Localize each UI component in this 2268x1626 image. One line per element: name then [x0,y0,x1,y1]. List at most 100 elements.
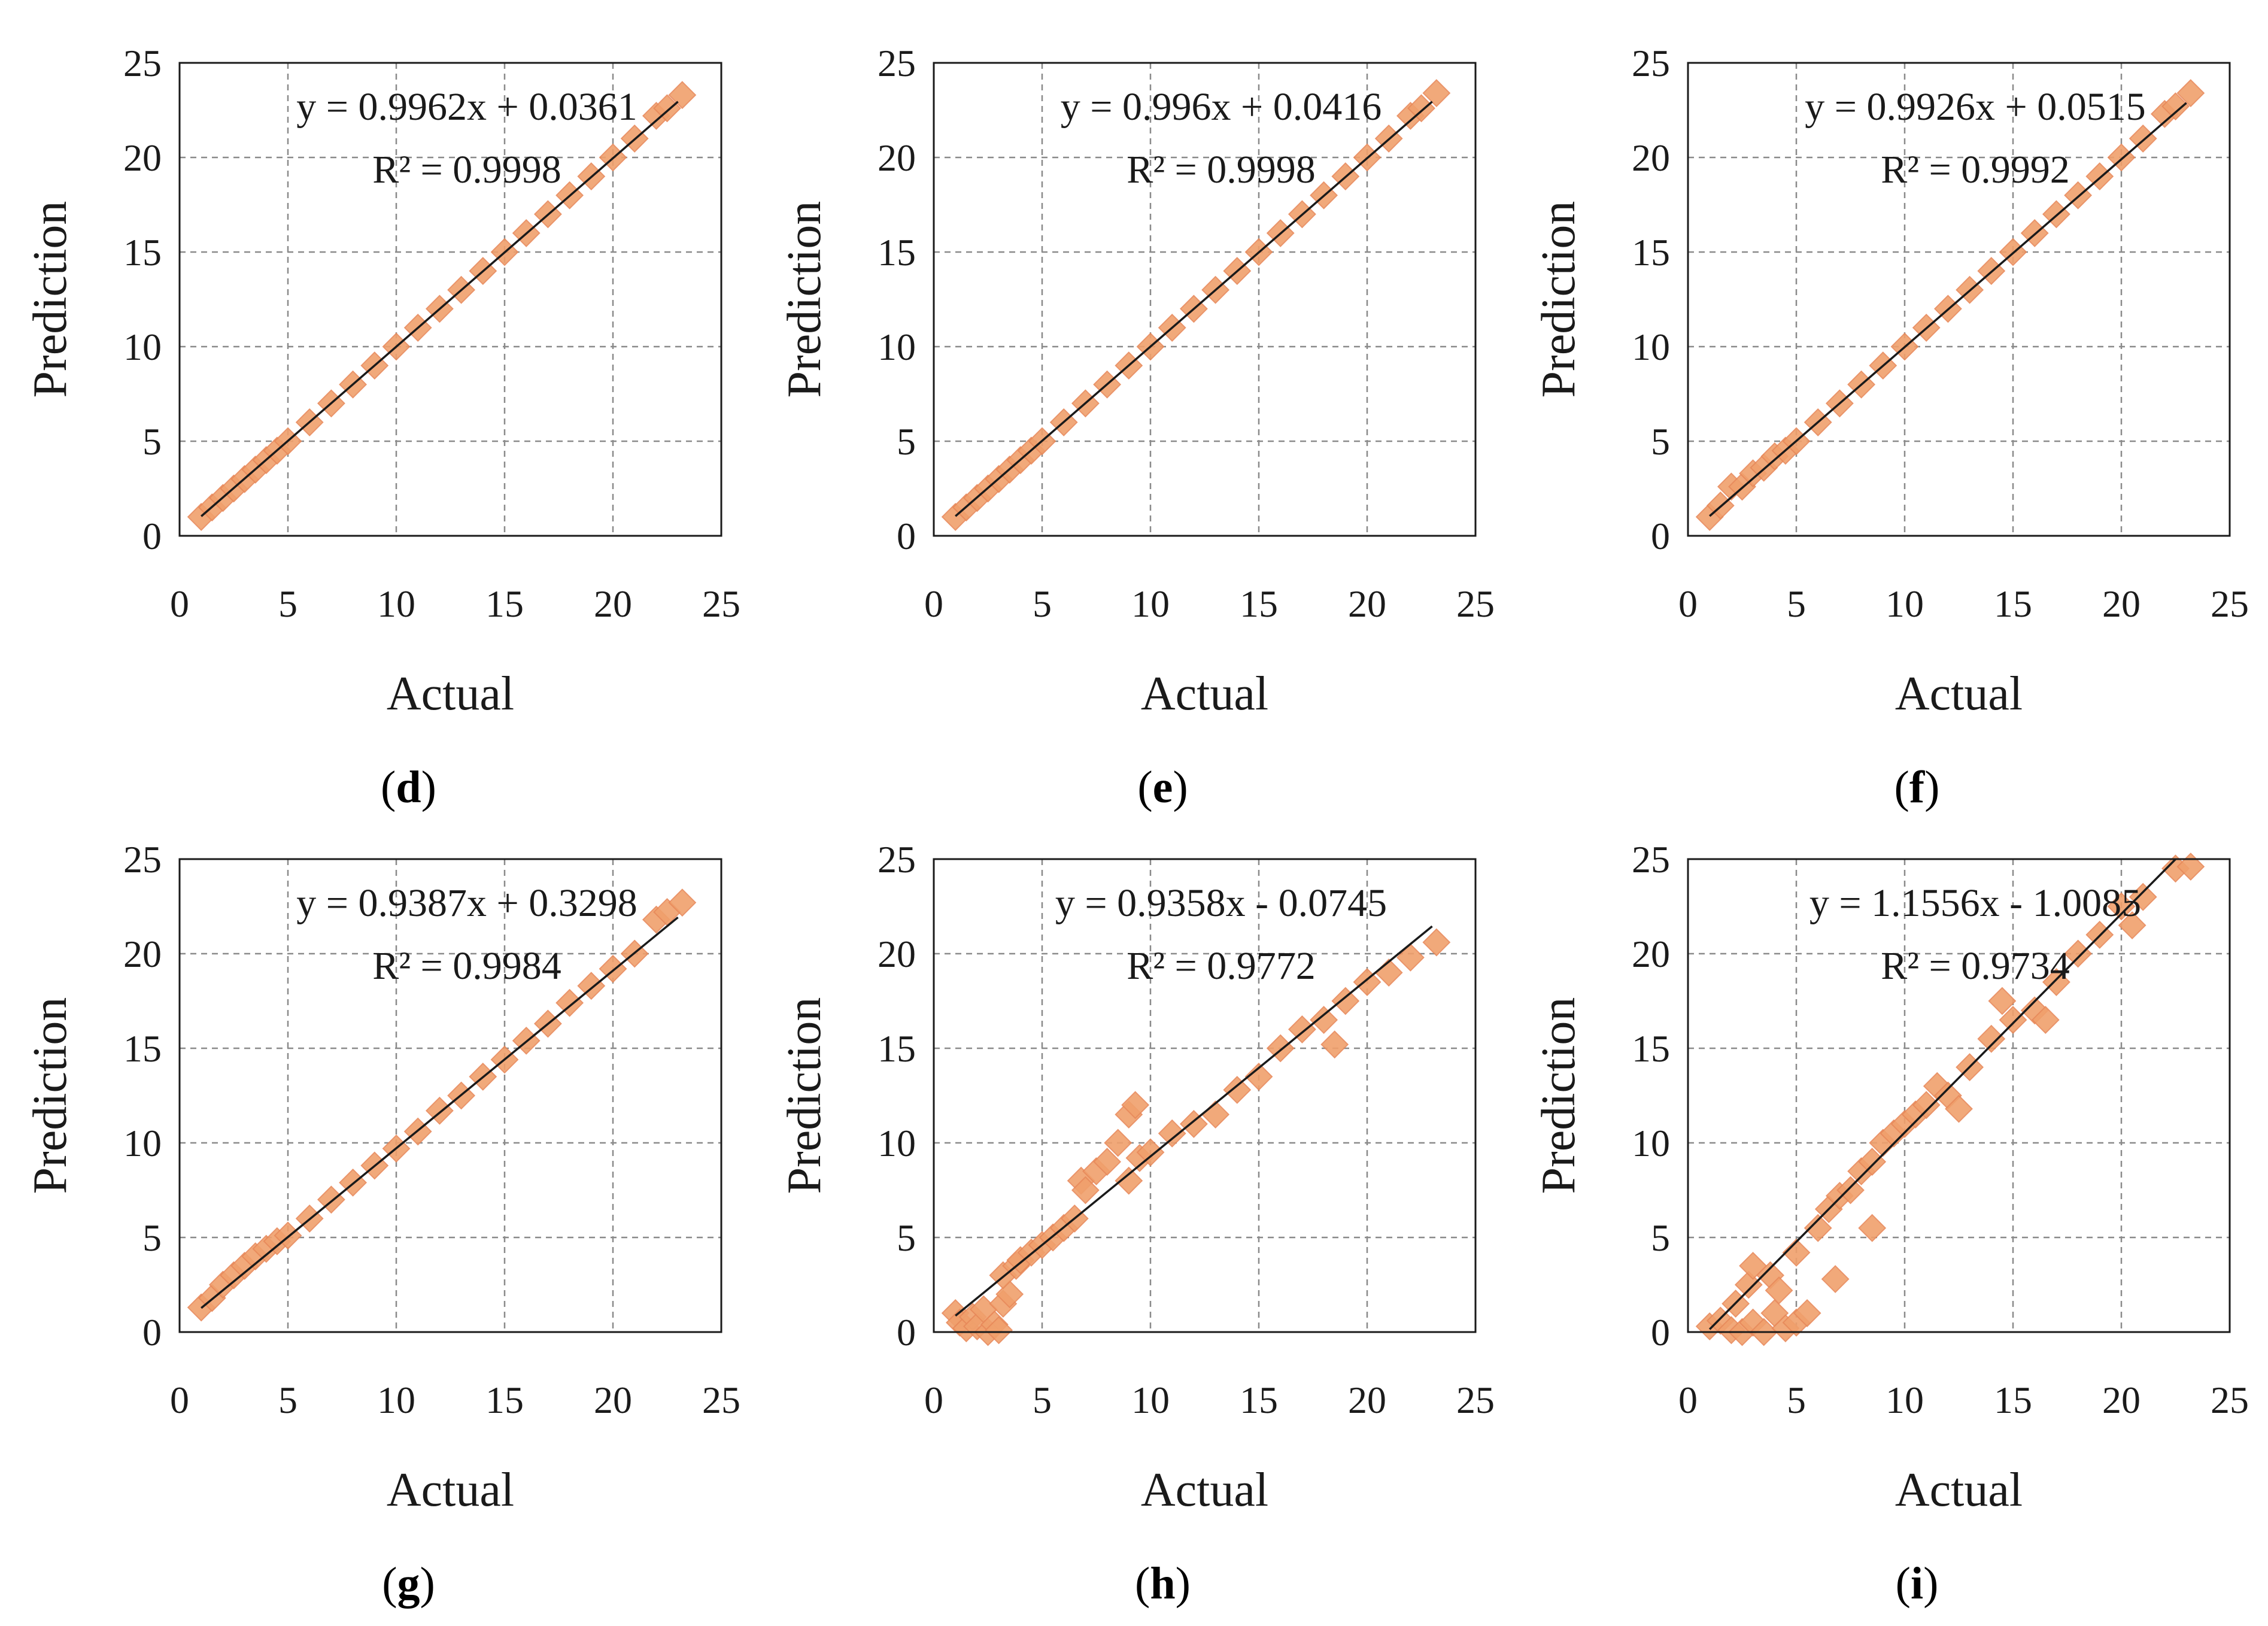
x-tick-label: 15 [1994,583,2032,625]
data-point [1310,1006,1338,1035]
y-tick-label: 0 [142,515,162,557]
y-tick-label: 0 [897,515,916,557]
x-tick-label: 5 [1787,583,1806,625]
y-tick-label: 15 [1632,231,1670,274]
data-point [1320,1030,1349,1059]
x-tick-label: 20 [2102,583,2141,625]
y-tick-label: 10 [878,1122,916,1164]
panel-h: 0 5 10 15 20 25 0 5 10 15 20 25 Actual Prediction y = … [778,838,1495,1609]
y-tick-label: 20 [878,136,916,179]
y-tick-label: 25 [878,42,916,84]
panel-label: (d) [381,762,436,812]
x-tick-label: 0 [1678,583,1698,625]
data-point [1804,1214,1832,1242]
data-point [1422,79,1451,107]
data-point [1396,943,1425,972]
x-tick-label: 5 [278,1379,297,1421]
data-point [1793,1299,1821,1327]
y-tick-label: 25 [123,838,162,881]
y-tick-label: 15 [1632,1027,1670,1070]
r-squared-label: R² = 0.9734 [1881,944,2070,988]
y-tick-label: 5 [897,1217,916,1259]
panel-label: (e) [1137,762,1188,812]
x-tick-label: 20 [594,583,632,625]
y-tick-label: 5 [897,420,916,463]
data-point [1115,1166,1143,1195]
x-tick-label: 25 [702,583,740,625]
y-axis-title: Prediction [24,997,77,1194]
y-axis-title: Prediction [1532,201,1585,398]
x-tick-label: 5 [1033,583,1052,625]
y-tick-label: 5 [1651,1217,1670,1259]
y-tick-label: 10 [123,326,162,368]
data-point [1945,1094,1973,1123]
data-point [1977,1024,2006,1053]
data-point [2107,892,2136,921]
y-tick-label: 20 [123,933,162,975]
panel-e: 0 5 10 15 20 25 0 5 10 15 20 25 Actual Prediction y = … [778,42,1495,812]
y-tick-label: 10 [1632,1122,1670,1164]
y-tick-label: 0 [897,1311,916,1354]
y-tick-label: 20 [878,933,916,975]
panel-d: 0 5 10 15 20 25 0 5 10 15 20 25 Actual Prediction y = … [24,42,740,812]
x-tick-label: 25 [2211,1379,2249,1421]
x-tick-label: 0 [1678,1379,1698,1421]
x-tick-label: 10 [377,1379,415,1421]
equation-label: y = 0.9926x + 0.0515 [1805,85,2145,129]
x-tick-label: 10 [1886,1379,1924,1421]
data-point [2176,79,2205,107]
x-tick-label: 25 [1456,583,1495,625]
trendline [201,101,679,517]
x-tick-label: 10 [1131,1379,1170,1421]
data-point [985,1316,1013,1345]
data-point [1179,1109,1208,1138]
y-tick-label: 5 [142,420,162,463]
data-point [1836,1176,1865,1205]
y-tick-label: 25 [1632,838,1670,881]
equation-label: y = 1.1556x - 1.0085 [1809,881,2141,925]
y-tick-label: 25 [1632,42,1670,84]
y-axis-title: Prediction [778,201,831,398]
x-axis-title: Actual [387,668,514,720]
y-tick-label: 20 [1632,136,1670,179]
y-tick-label: 10 [123,1122,162,1164]
r-squared-label: R² = 0.9772 [1127,944,1316,988]
x-tick-label: 10 [377,583,415,625]
x-tick-label: 20 [1348,1379,1386,1421]
x-tick-label: 10 [1131,583,1170,625]
data-point [2042,967,2070,996]
data-point [2118,911,2146,940]
plot-frame [1687,62,2231,537]
r-squared-label: R² = 0.9984 [372,944,561,988]
data-point [1071,1176,1100,1205]
data-point [1858,1214,1887,1242]
y-tick-label: 25 [123,42,162,84]
y-tick-label: 0 [1651,1311,1670,1354]
x-tick-label: 20 [594,1379,632,1421]
r-squared-label: R² = 0.9992 [1881,148,2070,192]
data-point [1353,967,1382,996]
panel-f: 0 5 10 15 20 25 0 5 10 15 20 25 Actual Prediction y = … [1532,42,2249,812]
data-point [1782,1238,1811,1267]
x-axis-title: Actual [1895,1464,2023,1516]
y-tick-label: 15 [123,231,162,274]
x-tick-label: 15 [485,583,524,625]
plot-frame [933,62,1477,537]
panel-g: 0 5 10 15 20 25 0 5 10 15 20 25 Actual Prediction y = … [24,838,740,1609]
y-axis-title: Prediction [778,997,831,1194]
x-tick-label: 20 [1348,583,1386,625]
panel-label: (g) [382,1558,435,1609]
y-tick-label: 5 [1651,420,1670,463]
y-tick-label: 0 [1651,515,1670,557]
trendline [955,101,1433,517]
trendline [1708,858,2176,1330]
x-tick-label: 15 [1240,583,1278,625]
plot-frame [178,62,722,537]
data-point [2129,882,2157,911]
data-point [2161,92,2190,121]
data-point [2031,1006,2060,1035]
y-tick-label: 15 [878,1027,916,1070]
x-axis-title: Actual [1141,1464,1268,1516]
x-axis-title: Actual [1141,668,1268,720]
